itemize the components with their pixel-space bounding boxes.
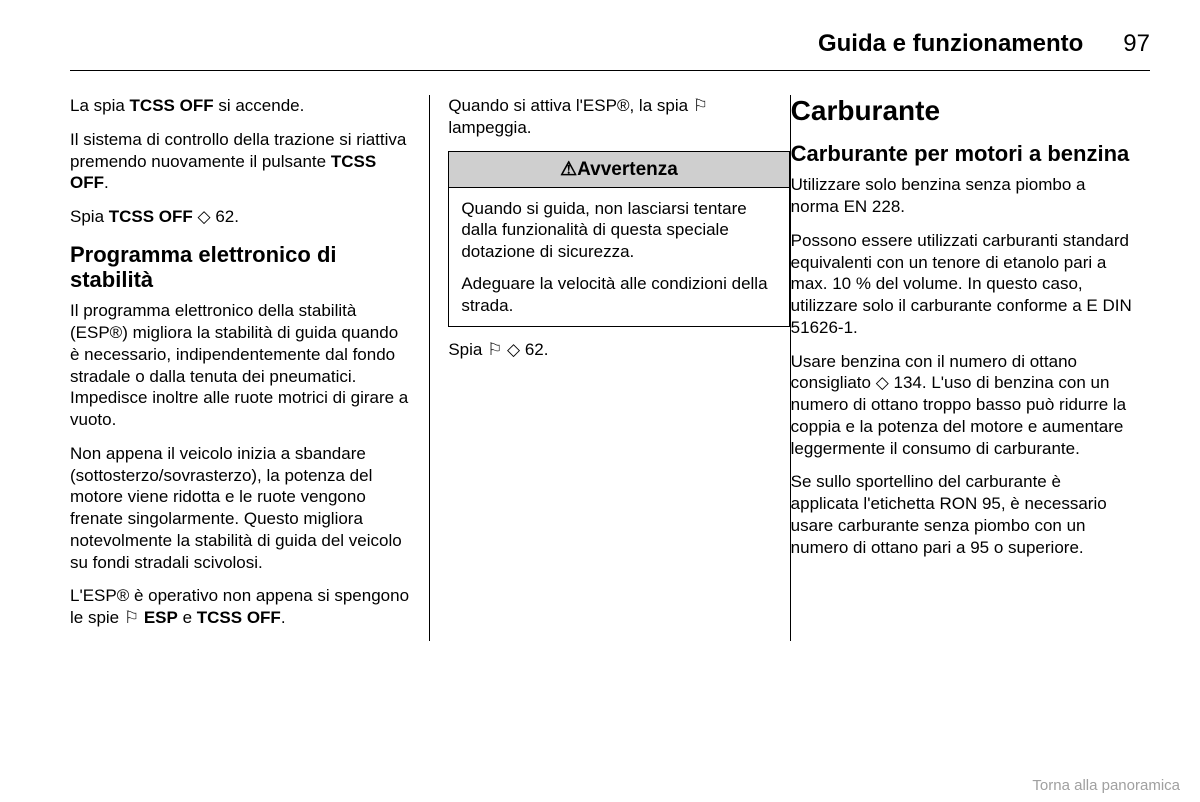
fuel-text-4: Se sullo sportellino del carburante è ap… xyxy=(791,471,1132,558)
page-number: 97 xyxy=(1123,30,1150,58)
column-3: Carburante Carburante per motori a benzi… xyxy=(791,95,1150,641)
esp-desc-3: L'ESP® è operativo non appena si spengon… xyxy=(70,585,411,629)
spia-ref-text: Spia ⚐ ◇ 62. xyxy=(448,339,789,361)
tcss-ref-text: Spia TCSS OFF ◇ 62. xyxy=(70,206,411,228)
column-1: La spia TCSS OFF si accende. Il sistema … xyxy=(70,95,429,641)
warning-body: Quando si guida, non lasciarsi ten­tare … xyxy=(449,188,788,327)
esp-desc-2: Non appena il veicolo inizia a sban­dare… xyxy=(70,443,411,574)
warning-text-1: Quando si guida, non lasciarsi ten­tare … xyxy=(461,198,776,263)
fuel-text-1: Utilizzare solo benzina senza piombo a n… xyxy=(791,174,1132,218)
page-header: Guida e funzionamento 97 xyxy=(70,30,1150,71)
content-columns: La spia TCSS OFF si accende. Il sistema … xyxy=(70,95,1150,641)
fuel-text-2: Possono essere utilizzati carburanti sta… xyxy=(791,230,1132,339)
fuel-heading: Carburante xyxy=(791,95,1132,127)
esp-heading: Programma elettronico di stabilità xyxy=(70,242,411,293)
warning-title: ⚠Avvertenza xyxy=(449,152,788,188)
fuel-text-3: Usare benzina con il numero di ottano co… xyxy=(791,351,1132,460)
esp-active-text: Quando si attiva l'ESP®, la spia ⚐ lampe… xyxy=(448,95,789,139)
tcss-reactivate-text: Il sistema di controllo della trazione s… xyxy=(70,129,411,194)
petrol-heading: Carburante per motori a benzina xyxy=(791,141,1132,166)
section-title: Guida e funzionamento xyxy=(818,30,1083,58)
esp-desc-1: Il programma elettronico della stabi­lit… xyxy=(70,300,411,431)
warning-text-2: Adeguare la velocità alle condi­zioni de… xyxy=(461,273,776,317)
tcss-on-text: La spia TCSS OFF si accende. xyxy=(70,95,411,117)
footer-link[interactable]: Torna alla panoramica xyxy=(1032,777,1180,794)
warning-box: ⚠Avvertenza Quando si guida, non lasciar… xyxy=(448,151,789,328)
column-2: Quando si attiva l'ESP®, la spia ⚐ lampe… xyxy=(430,95,789,641)
